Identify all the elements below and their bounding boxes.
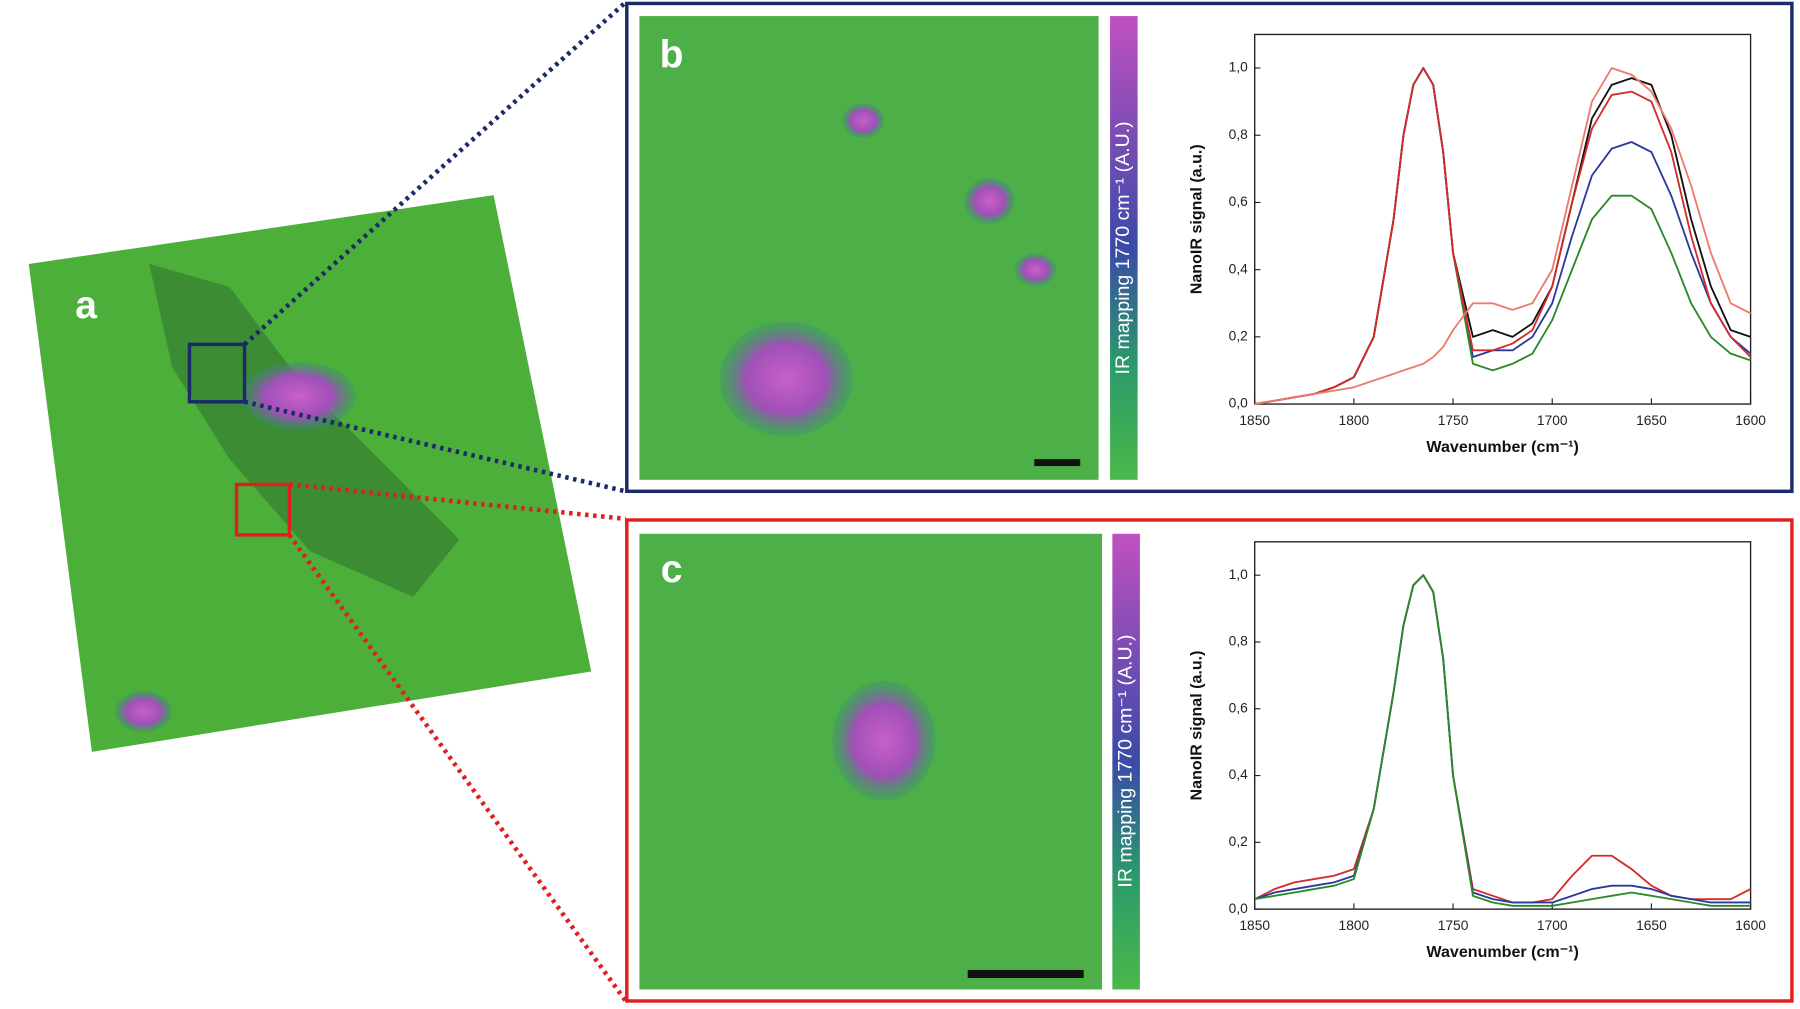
zoom-line <box>289 482 626 522</box>
y-tick-label: 0,6 <box>1229 700 1248 715</box>
line-series <box>1254 67 1752 405</box>
y-tick-label: 0,6 <box>1229 194 1248 209</box>
y-tick-label: 0,2 <box>1229 834 1248 849</box>
x-tick-label: 1750 <box>1438 918 1469 933</box>
colorbar-label: IR mapping 1770 cm⁻¹ (A.U.) <box>1112 121 1134 374</box>
y-tick-label: 0,0 <box>1229 901 1248 916</box>
zoom-line <box>244 399 627 494</box>
zoom-box-c <box>234 482 292 537</box>
map-blob <box>964 177 1015 224</box>
x-tick-label: 1750 <box>1438 413 1469 428</box>
x-axis-label: Wavenumber (cm⁻¹) <box>1426 438 1578 456</box>
line-series <box>1254 67 1752 405</box>
map-blob <box>1014 253 1057 286</box>
y-tick-label: 0,4 <box>1229 261 1248 276</box>
map-blob <box>842 103 884 138</box>
zoom-box-b <box>187 342 247 404</box>
y-axis-label: NanoIR signal (a.u.) <box>1188 144 1206 294</box>
scale-bar <box>967 969 1084 979</box>
ir-map <box>639 16 1099 480</box>
x-tick-label: 1850 <box>1239 413 1270 428</box>
panel-label: c <box>661 548 683 591</box>
y-tick-label: 0,0 <box>1229 396 1248 411</box>
y-tick-label: 0,2 <box>1229 328 1248 343</box>
x-tick-label: 1600 <box>1735 918 1766 933</box>
x-tick-label: 1600 <box>1735 413 1766 428</box>
y-axis-label: NanoIR signal (a.u.) <box>1188 651 1206 801</box>
panel-label: a <box>75 284 97 327</box>
afm-ridge <box>149 264 460 597</box>
x-tick-label: 1700 <box>1537 413 1568 428</box>
colorbar-label: IR mapping 1770 cm⁻¹ (A.U.) <box>1114 635 1136 888</box>
x-tick-label: 1800 <box>1339 918 1370 933</box>
scale-bar <box>1034 459 1081 467</box>
panel-label: b <box>660 34 684 77</box>
x-tick-label: 1650 <box>1636 918 1667 933</box>
x-tick-label: 1800 <box>1339 413 1370 428</box>
y-tick-label: 1,0 <box>1229 567 1248 582</box>
map-blob <box>719 321 853 437</box>
line-series <box>1254 574 1751 907</box>
map-blob <box>832 680 936 801</box>
colorbar <box>1110 16 1138 480</box>
plot-area <box>1254 33 1752 405</box>
y-tick-label: 0,4 <box>1229 767 1248 782</box>
x-tick-label: 1650 <box>1636 413 1667 428</box>
y-tick-label: 0,8 <box>1229 634 1248 649</box>
plot-area <box>1254 541 1752 910</box>
x-tick-label: 1700 <box>1537 918 1568 933</box>
colorbar <box>1112 533 1140 990</box>
zoom-line <box>243 0 628 347</box>
x-axis-label: Wavenumber (cm⁻¹) <box>1426 943 1578 961</box>
afm-blob <box>241 361 356 431</box>
y-tick-label: 0,8 <box>1229 127 1248 142</box>
y-tick-label: 1,0 <box>1229 60 1248 75</box>
afm-blob <box>114 691 173 733</box>
x-tick-label: 1850 <box>1239 918 1270 933</box>
